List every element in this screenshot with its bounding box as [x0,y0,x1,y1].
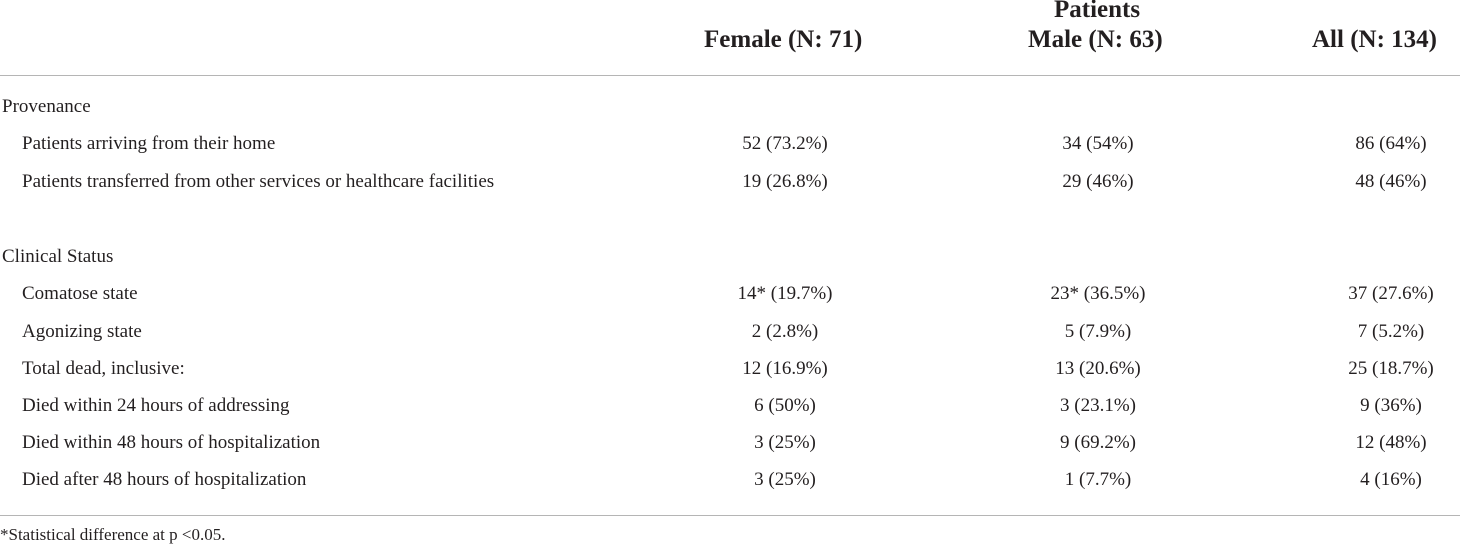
cell-male: 23* (36.5%) [1050,283,1146,304]
group-header: Patients [1054,0,1141,23]
cell-male: 29 (46%) [1062,171,1134,192]
row-label: Agonizing state [22,321,142,342]
row-label: Comatose state [22,283,138,304]
cell-all: 48 (46%) [1355,171,1427,192]
cell-female: 3 (25%) [754,469,816,490]
row-label: Patients transferred from other services… [22,171,495,192]
column-header-female: Female (N: 71) [704,26,863,53]
cell-male: 5 (7.9%) [1064,321,1132,342]
cell-male: 9 (69.2%) [1060,432,1136,453]
cell-female: 2 (2.8%) [751,321,819,342]
cell-female: 12 (16.9%) [742,358,828,379]
column-header-all: All (N: 134) [1312,26,1437,53]
row-label: Died within 48 hours of hospitalization [22,432,321,453]
cell-all: 86 (64%) [1355,133,1427,154]
column-header-male: Male (N: 63) [1028,26,1163,53]
row-label: Died within 24 hours of addressing [22,395,290,416]
cell-all: 9 (36%) [1360,395,1422,416]
table-footnote: *Statistical difference at p <0.05. [0,525,226,544]
cell-female: 6 (50%) [754,395,816,416]
cell-female: 52 (73.2%) [742,133,828,154]
cell-all: 7 (5.2%) [1357,321,1425,342]
cell-all: 4 (16%) [1360,469,1422,490]
cell-male: 34 (54%) [1062,133,1134,154]
cell-male: 1 (7.7%) [1064,469,1132,490]
cell-all: 25 (18.7%) [1348,358,1434,379]
cell-female: 14* (19.7%) [737,283,833,304]
row-label: Died after 48 hours of hospitalization [22,469,307,490]
header-rule [0,75,1460,76]
section-title-clinical-status: Clinical Status [2,246,114,267]
cell-male: 13 (20.6%) [1055,358,1141,379]
row-label: Patients arriving from their home [22,133,276,154]
bottom-rule [0,515,1460,516]
cell-male: 3 (23.1%) [1060,395,1136,416]
cell-all: 37 (27.6%) [1348,283,1434,304]
section-title-provenance: Provenance [2,96,91,117]
cell-female: 19 (26.8%) [742,171,828,192]
row-label: Total dead, inclusive: [22,358,185,379]
cell-female: 3 (25%) [754,432,816,453]
cell-all: 12 (48%) [1355,432,1427,453]
